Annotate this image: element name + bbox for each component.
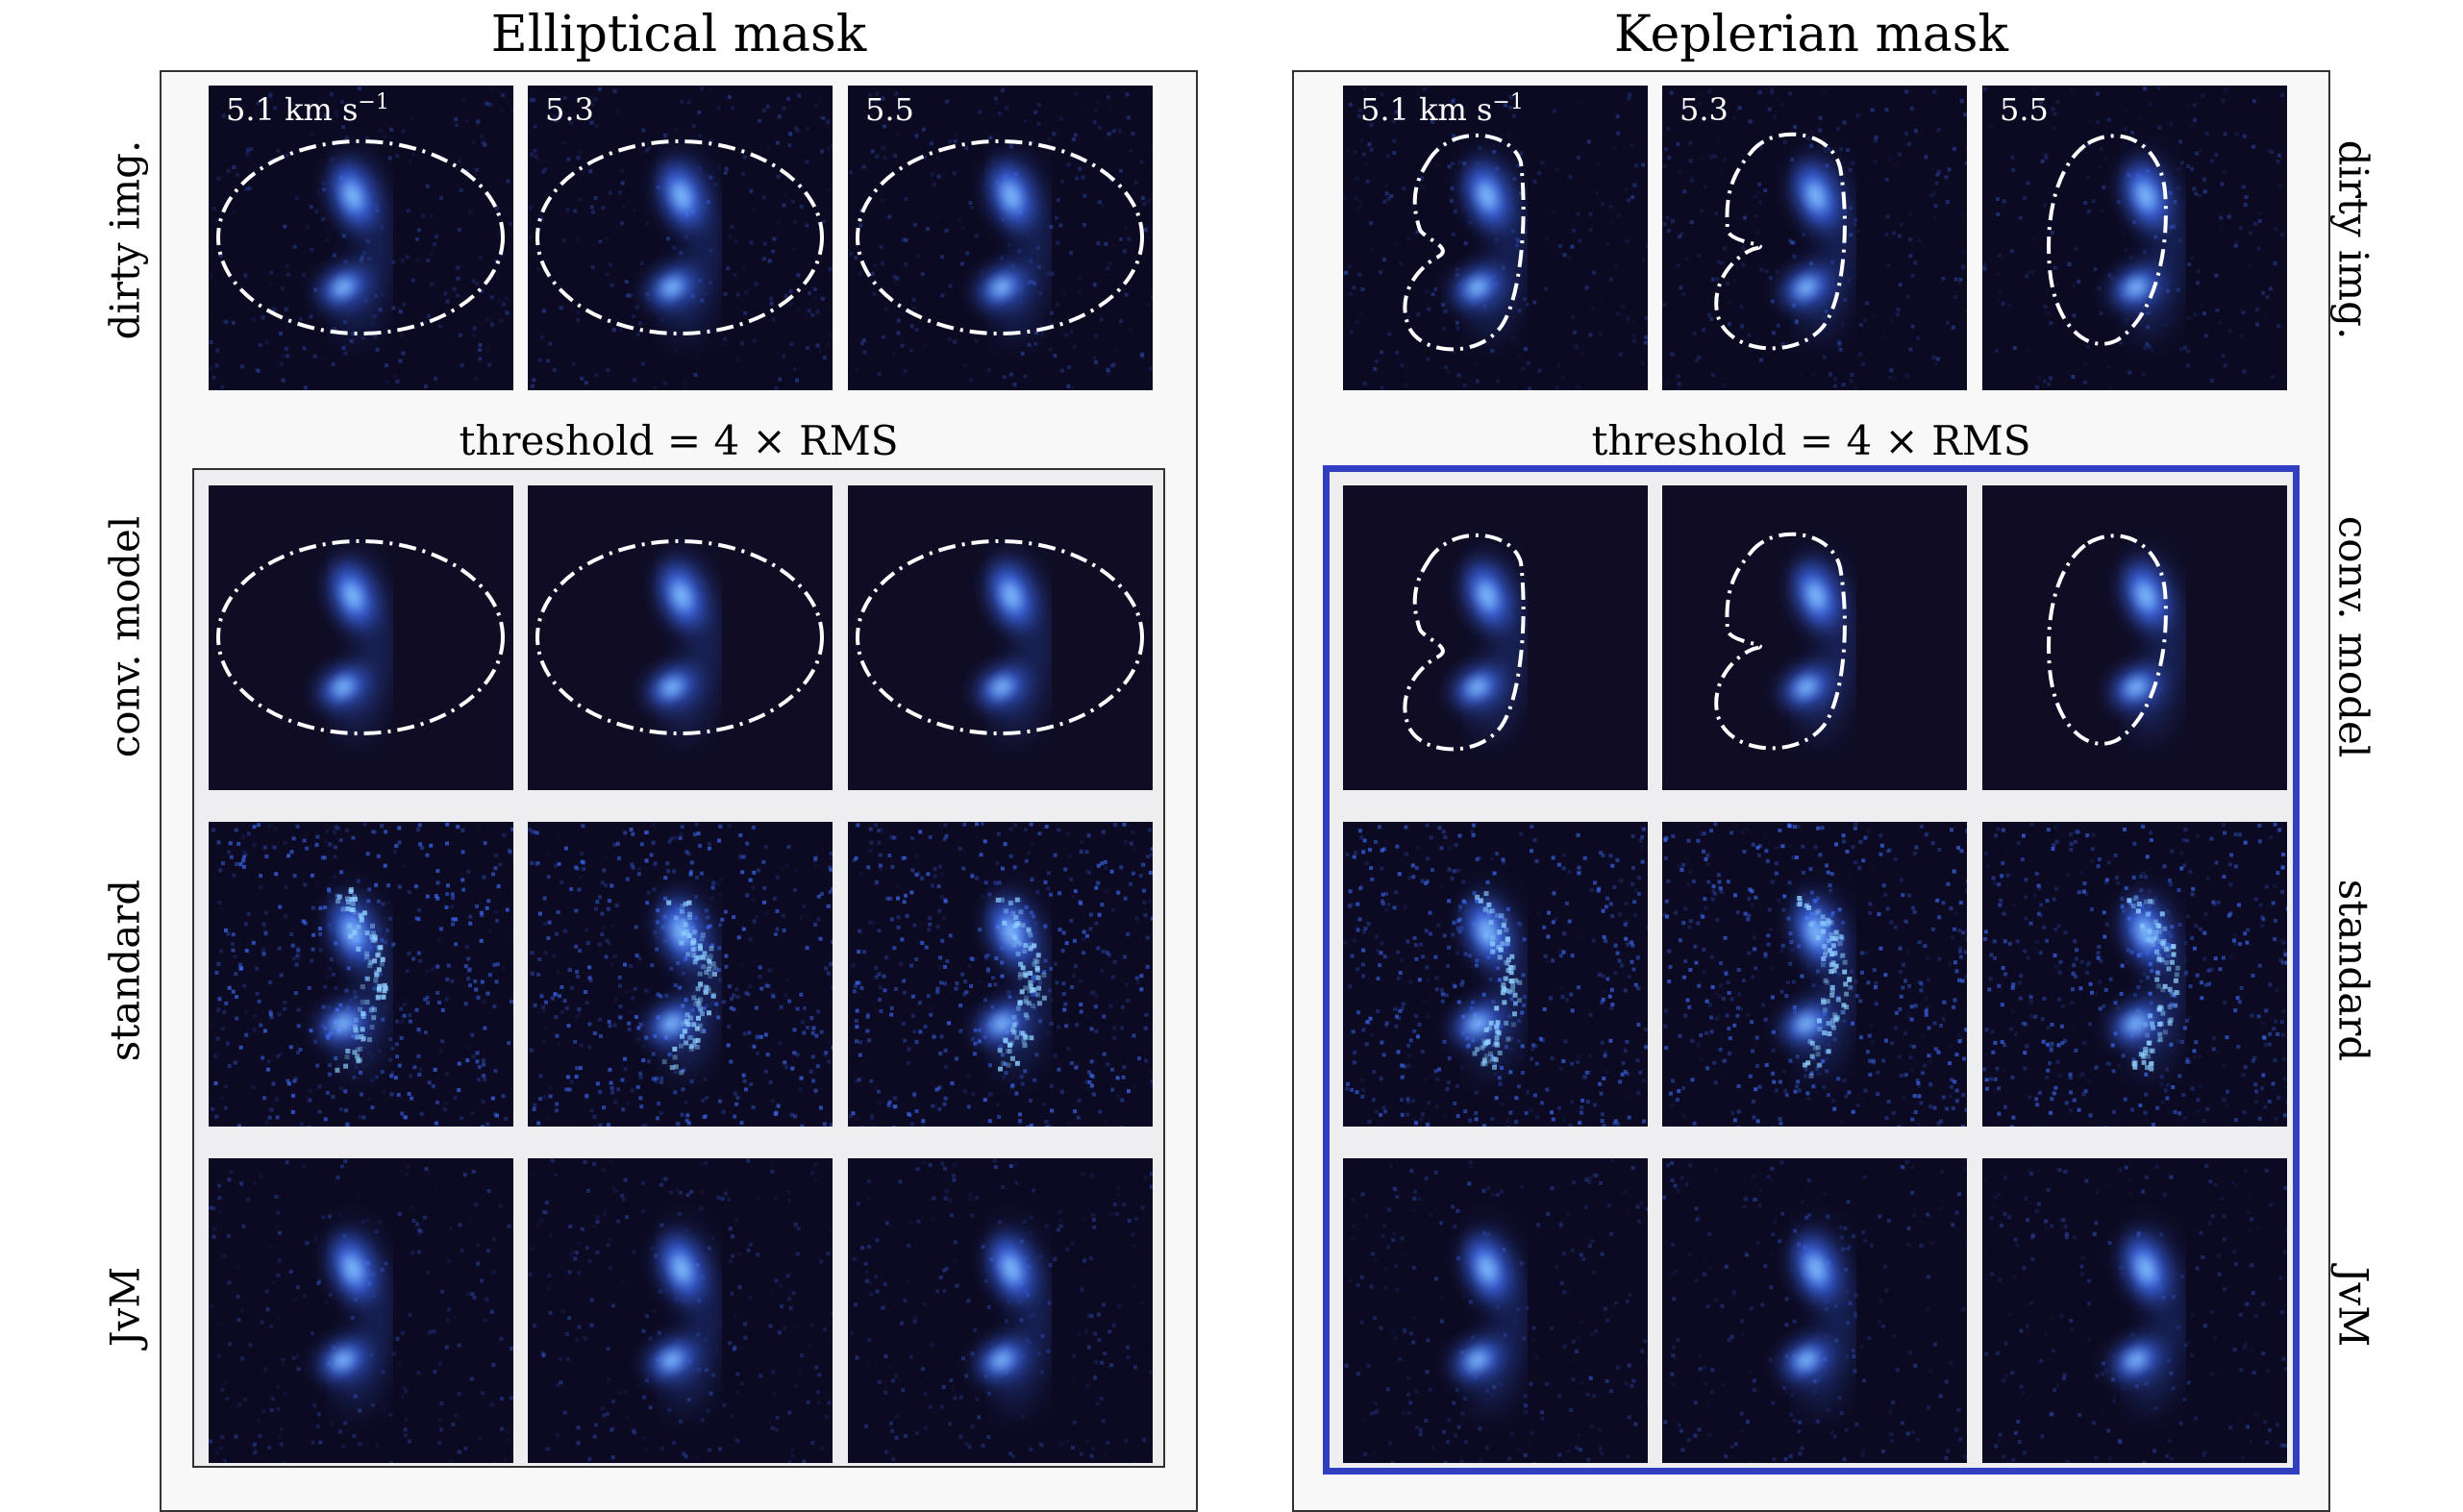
panel-left-dirty-2: 5.3 bbox=[528, 86, 833, 390]
panel-right-conv-1 bbox=[1343, 485, 1648, 790]
panel-background bbox=[209, 1158, 513, 1463]
panel-background bbox=[528, 86, 833, 390]
panel-left-conv-3 bbox=[848, 485, 1153, 790]
panel-background bbox=[1662, 485, 1967, 790]
panel-right-jvm-3 bbox=[1982, 1158, 2287, 1463]
panel-left-conv-1 bbox=[209, 485, 513, 790]
panel-background bbox=[528, 485, 833, 790]
panel-right-standard-1 bbox=[1343, 822, 1648, 1127]
panel-background bbox=[848, 485, 1153, 790]
panel-left-conv-2 bbox=[528, 485, 833, 790]
row-label-dirty-right: dirty img. bbox=[2330, 96, 2377, 384]
panel-background bbox=[209, 485, 513, 790]
panel-right-dirty-3: 5.5 bbox=[1982, 86, 2287, 390]
panel-background bbox=[1662, 86, 1967, 390]
panel-left-jvm-2 bbox=[528, 1158, 833, 1463]
panel-right-conv-3 bbox=[1982, 485, 2287, 790]
panel-background bbox=[1982, 485, 2287, 790]
threshold-label-right: threshold = 4 × RMS bbox=[1323, 417, 2300, 464]
panel-right-dirty-2: 5.3 bbox=[1662, 86, 1967, 390]
panel-background bbox=[209, 86, 513, 390]
row-label-jvm-left: JvM bbox=[102, 1163, 149, 1451]
row-label-conv-right: conv. model bbox=[2330, 493, 2377, 781]
panel-left-dirty-3: 5.5 bbox=[848, 86, 1153, 390]
row-label-dirty-left: dirty img. bbox=[102, 96, 149, 384]
row-label-standard-left: standard bbox=[102, 827, 149, 1115]
velocity-label: 5.3 bbox=[1679, 91, 1729, 128]
velocity-label: 5.3 bbox=[545, 91, 594, 128]
elliptical-mask-title: Elliptical mask bbox=[160, 6, 1198, 63]
panel-right-dirty-1: 5.1 km s−1 bbox=[1343, 86, 1648, 390]
panel-right-standard-3 bbox=[1982, 822, 2287, 1127]
panel-background bbox=[1343, 485, 1648, 790]
panel-background bbox=[1982, 822, 2287, 1127]
panel-background bbox=[1662, 822, 1967, 1127]
panel-background bbox=[528, 1158, 833, 1463]
threshold-label-left: threshold = 4 × RMS bbox=[192, 417, 1165, 464]
velocity-label: 5.5 bbox=[2000, 91, 2049, 128]
velocity-label: 5.5 bbox=[865, 91, 914, 128]
panel-left-jvm-3 bbox=[848, 1158, 1153, 1463]
row-label-standard-right: standard bbox=[2330, 827, 2377, 1115]
panel-left-dirty-1: 5.1 km s−1 bbox=[209, 86, 513, 390]
panel-left-standard-3 bbox=[848, 822, 1153, 1127]
row-label-jvm-right: JvM bbox=[2330, 1163, 2377, 1451]
keplerian-mask-title: Keplerian mask bbox=[1292, 6, 2330, 63]
panel-left-jvm-1 bbox=[209, 1158, 513, 1463]
panel-right-jvm-2 bbox=[1662, 1158, 1967, 1463]
panel-background bbox=[848, 1158, 1153, 1463]
panel-background bbox=[1343, 1158, 1648, 1463]
panel-background bbox=[848, 86, 1153, 390]
row-label-conv-left: conv. model bbox=[102, 493, 149, 781]
panel-left-standard-2 bbox=[528, 822, 833, 1127]
panel-left-standard-1 bbox=[209, 822, 513, 1127]
panel-right-jvm-1 bbox=[1343, 1158, 1648, 1463]
panel-background bbox=[209, 822, 513, 1127]
panel-right-standard-2 bbox=[1662, 822, 1967, 1127]
panel-right-conv-2 bbox=[1662, 485, 1967, 790]
panel-background bbox=[1982, 86, 2287, 390]
